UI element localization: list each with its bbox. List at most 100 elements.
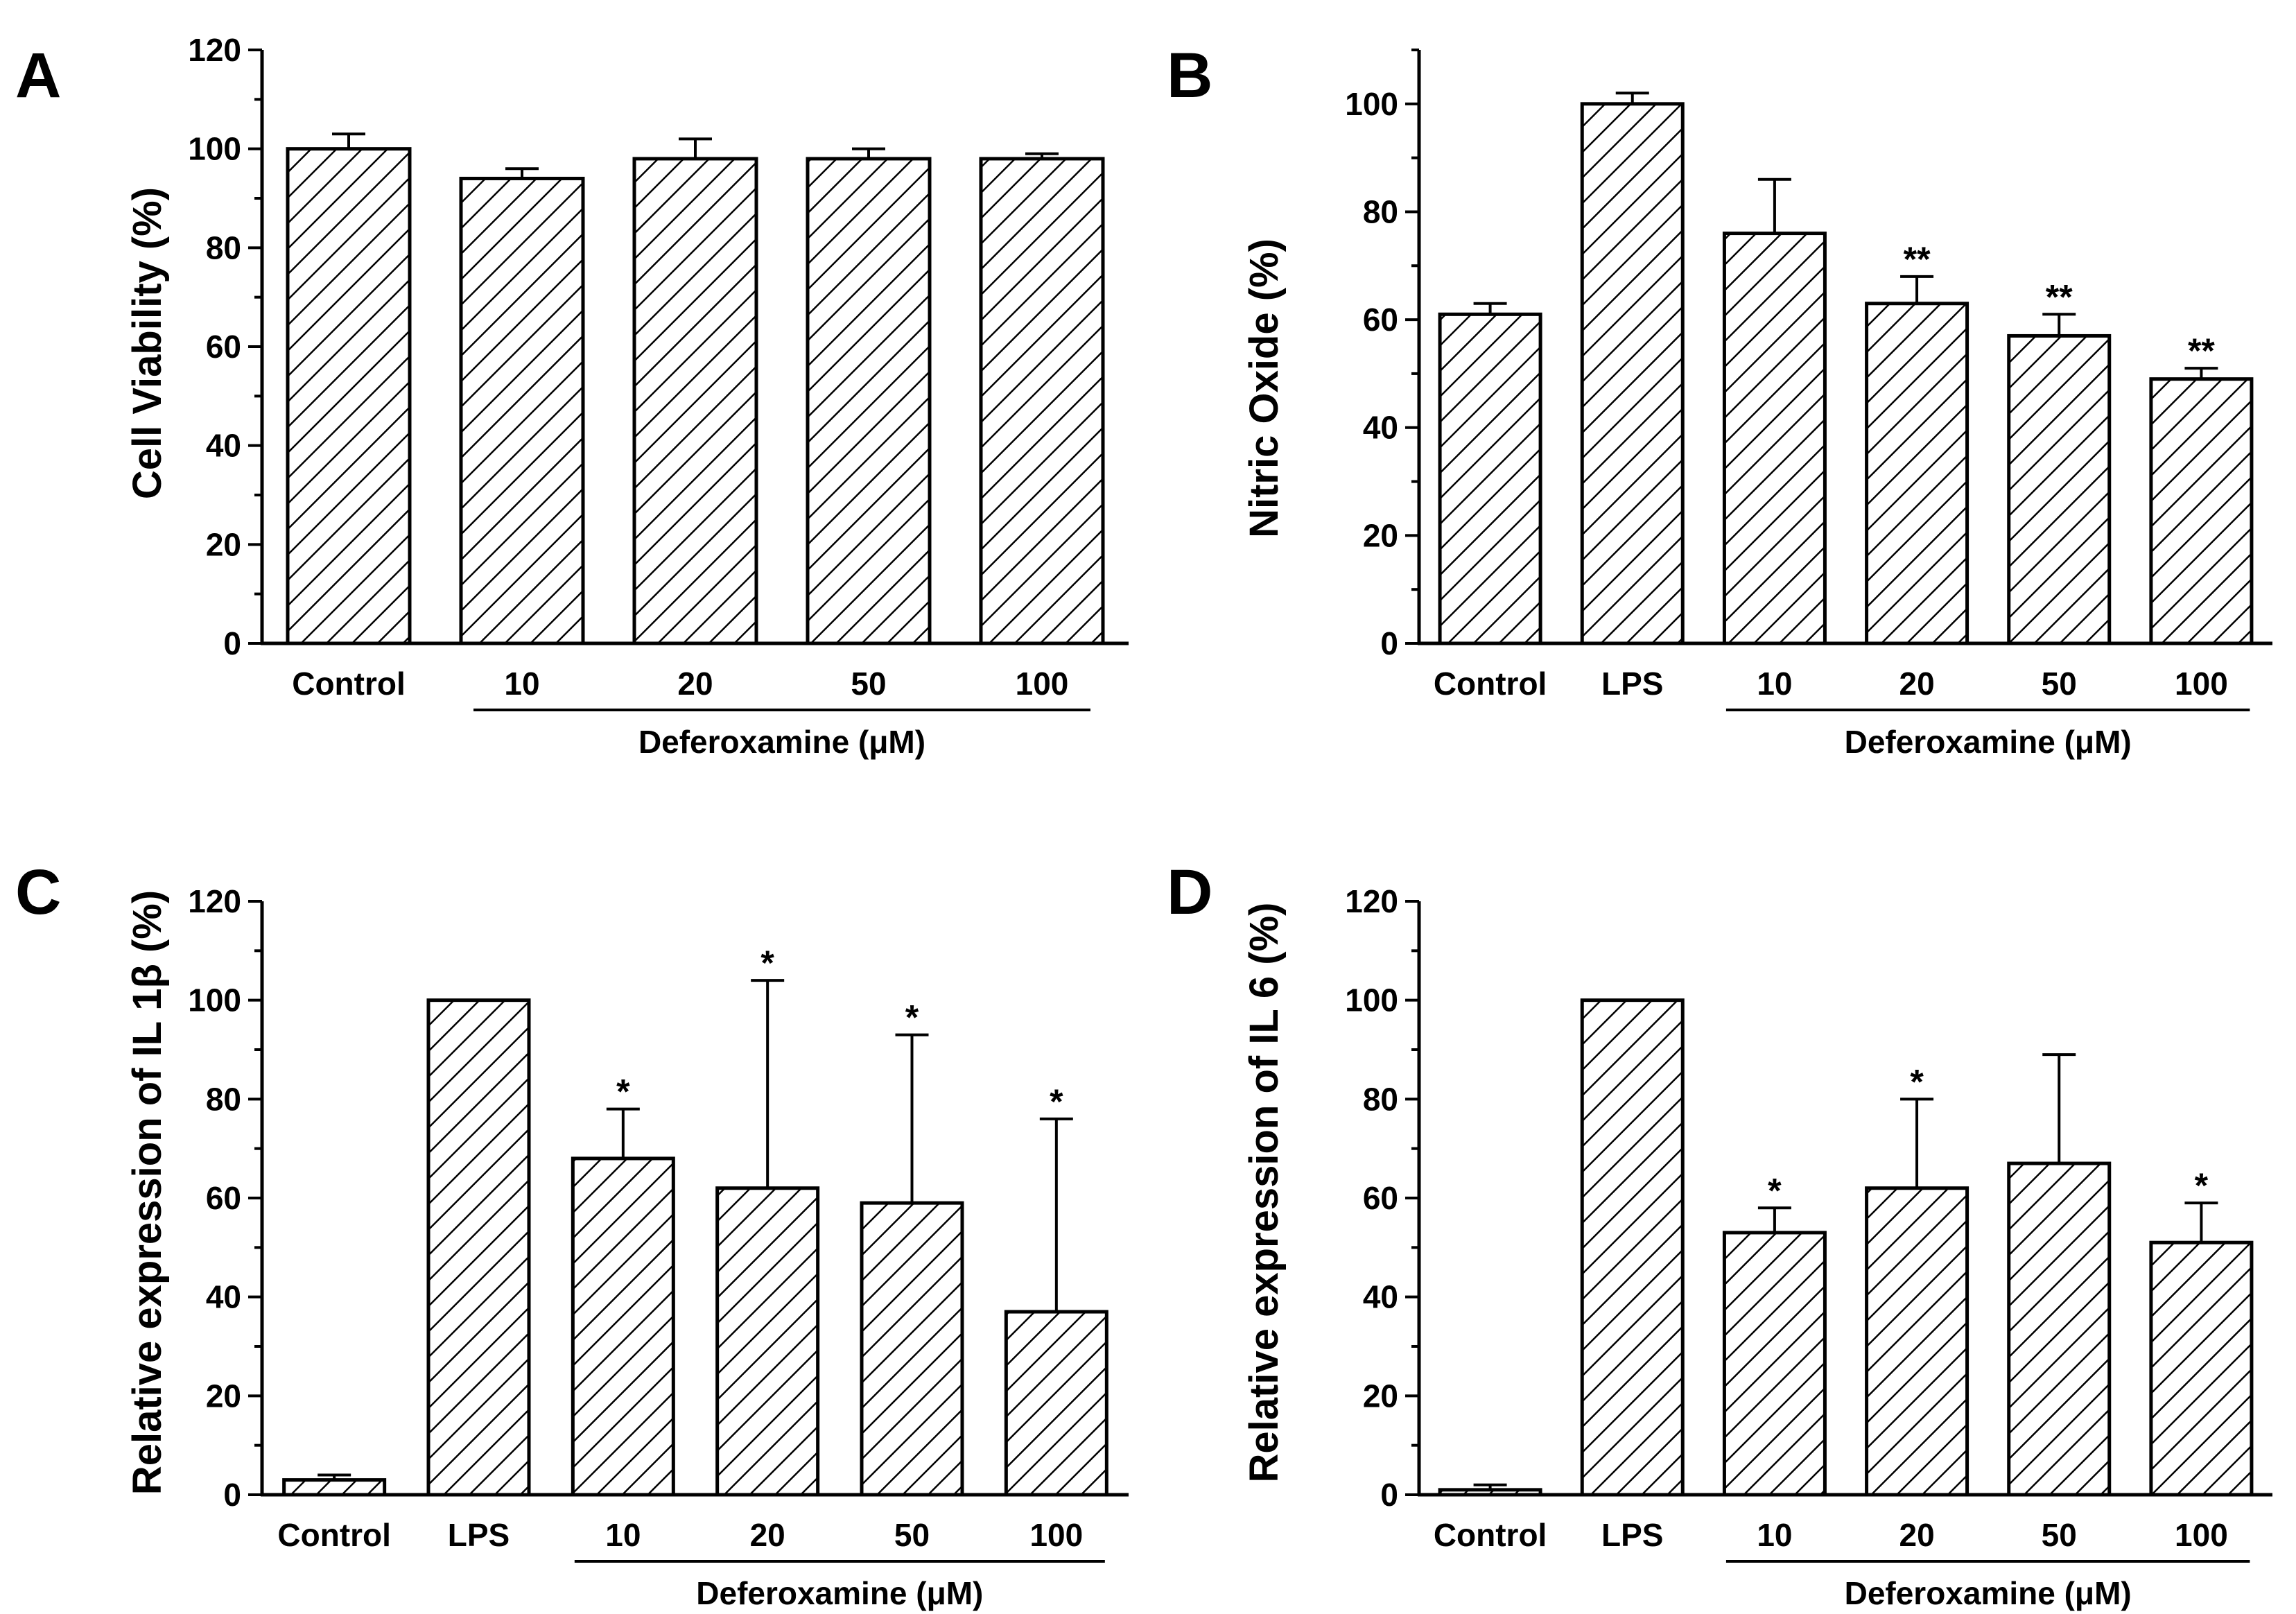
significance-marker: * <box>1910 1062 1924 1101</box>
x-tick-label: LPS <box>1601 666 1663 702</box>
x-tick-label: 100 <box>2175 666 2228 702</box>
x-tick-label: 20 <box>750 1517 785 1553</box>
x-tick-label: 100 <box>2175 1517 2228 1553</box>
bar <box>979 157 1105 645</box>
y-tick-label: 60 <box>1363 1180 1398 1216</box>
significance-marker: * <box>2195 1166 2209 1205</box>
significance-marker: ** <box>1904 240 1931 279</box>
panel-letter: B <box>1167 40 1212 111</box>
y-tick-label: 0 <box>223 625 241 661</box>
group-label: Deferoxamine (μM) <box>1845 724 2132 760</box>
panel-c: C Relative expression of IL 1β (%) 0 20 40… <box>15 857 1129 1611</box>
y-tick-label: 0 <box>223 1477 241 1513</box>
bar <box>1722 232 1827 645</box>
significance-marker: ** <box>2046 277 2073 316</box>
group-label: Deferoxamine (μM) <box>638 724 925 760</box>
significance-marker: ** <box>2188 331 2215 370</box>
bar <box>806 157 932 645</box>
bar <box>1438 1488 1542 1497</box>
y-tick-label: 60 <box>1363 302 1398 338</box>
significance-marker: * <box>1768 1171 1782 1210</box>
y-tick-label: 80 <box>206 229 241 266</box>
significance-marker: * <box>1050 1082 1063 1121</box>
panel-letter: D <box>1167 857 1212 928</box>
x-tick-label: Control <box>1434 1517 1547 1553</box>
bar <box>1580 998 1685 1497</box>
y-tick-label: 40 <box>206 1279 241 1315</box>
y-axis-label: Nitric Oxide (%) <box>1242 238 1287 538</box>
significance-marker: * <box>760 944 774 982</box>
plot-area: 0 20 40 60 80 100 Control LPS 10 ** 20 ** 50 ** 100 Def… <box>1345 49 2272 760</box>
panel-a: A Cell Viability (%) 0 20 40 60 80 100 120 Cont… <box>15 32 1129 760</box>
bar <box>1865 302 1969 645</box>
bar <box>2149 377 2254 645</box>
bar <box>286 147 412 645</box>
bar <box>715 1186 820 1497</box>
x-tick-label: Control <box>292 666 406 702</box>
x-tick-label: 10 <box>1757 1517 1792 1553</box>
bar <box>571 1156 675 1497</box>
y-tick-label: 40 <box>1363 1279 1398 1315</box>
y-tick-label: 100 <box>1345 982 1398 1018</box>
y-tick-label: 100 <box>188 131 241 167</box>
x-tick-label: 100 <box>1029 1517 1083 1553</box>
bar <box>2007 333 2112 645</box>
y-tick-label: 20 <box>1363 517 1398 553</box>
y-tick-label: 120 <box>188 32 241 68</box>
bar <box>1722 1231 1827 1497</box>
y-tick-label: 60 <box>206 1180 241 1216</box>
panel-letter: C <box>15 857 61 928</box>
group-label: Deferoxamine (μM) <box>696 1575 983 1611</box>
bar <box>632 157 758 645</box>
bar <box>1438 312 1542 645</box>
plot-area: 0 20 40 60 80 100 120 Control LPS * 10 * 20 50 * 100 Def… <box>1345 883 2272 1611</box>
bar <box>1580 102 1685 645</box>
significance-marker: * <box>616 1073 630 1111</box>
x-tick-label: 20 <box>1899 1517 1934 1553</box>
bar <box>1865 1186 1969 1497</box>
plot-area: 0 20 40 60 80 100 120 Control LPS * 10 * 20 * 50 * 100 De… <box>188 883 1129 1611</box>
y-tick-label: 80 <box>1363 193 1398 229</box>
x-tick-label: 10 <box>1757 666 1792 702</box>
x-tick-label: 100 <box>1016 666 1069 702</box>
bar <box>426 998 531 1497</box>
x-tick-label: Control <box>277 1517 391 1553</box>
y-tick-label: 0 <box>1380 625 1398 661</box>
x-tick-label: LPS <box>448 1517 510 1553</box>
y-tick-label: 20 <box>1363 1378 1398 1414</box>
group-label: Deferoxamine (μM) <box>1845 1575 2132 1611</box>
x-tick-label: 50 <box>2042 1517 2077 1553</box>
plot-area: 0 20 40 60 80 100 120 Control 10 20 50 100 Deferoxam… <box>188 32 1129 760</box>
bar <box>2149 1240 2254 1497</box>
y-tick-label: 100 <box>188 982 241 1018</box>
significance-marker: * <box>905 998 919 1037</box>
y-tick-label: 0 <box>1380 1477 1398 1513</box>
bar <box>282 1478 387 1497</box>
x-tick-label: 50 <box>851 666 886 702</box>
y-tick-label: 100 <box>1345 86 1398 122</box>
x-tick-label: 50 <box>894 1517 930 1553</box>
x-tick-label: 20 <box>1899 666 1934 702</box>
x-tick-label: Control <box>1434 666 1547 702</box>
y-tick-label: 40 <box>1363 410 1398 446</box>
y-tick-label: 80 <box>206 1081 241 1117</box>
y-axis-label: Relative expression of IL 6 (%) <box>1242 903 1287 1483</box>
y-axis-label: Cell Viability (%) <box>125 187 170 499</box>
y-tick-label: 120 <box>188 883 241 919</box>
y-tick-label: 120 <box>1345 883 1398 919</box>
x-tick-label: LPS <box>1601 1517 1663 1553</box>
y-tick-label: 20 <box>206 526 241 562</box>
x-tick-label: 50 <box>2042 666 2077 702</box>
bar <box>2007 1161 2112 1497</box>
x-tick-label: 10 <box>504 666 539 702</box>
y-tick-label: 40 <box>206 428 241 464</box>
bar <box>459 176 585 645</box>
y-tick-label: 20 <box>206 1378 241 1414</box>
x-tick-label: 20 <box>677 666 713 702</box>
panel-b: B Nitric Oxide (%) 0 20 40 60 80 100 Control LP… <box>1167 40 2272 760</box>
x-tick-label: 10 <box>605 1517 641 1553</box>
y-tick-label: 80 <box>1363 1081 1398 1117</box>
panel-letter: A <box>15 40 61 111</box>
y-tick-label: 60 <box>206 329 241 365</box>
